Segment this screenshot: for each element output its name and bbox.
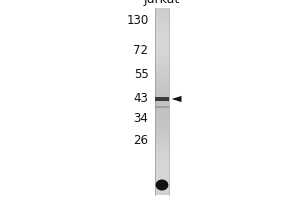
- Text: 34: 34: [134, 112, 148, 126]
- Bar: [154, 73, 169, 77]
- Bar: [154, 133, 169, 136]
- Bar: [154, 67, 169, 70]
- Bar: [154, 120, 169, 123]
- Bar: [154, 123, 169, 126]
- Bar: [154, 20, 169, 24]
- Bar: [154, 179, 169, 183]
- Bar: [154, 101, 169, 105]
- Polygon shape: [172, 96, 182, 102]
- Bar: [154, 148, 169, 151]
- Bar: [154, 95, 169, 98]
- Bar: [154, 33, 169, 36]
- Bar: [154, 70, 169, 73]
- Bar: [154, 167, 169, 170]
- Bar: [154, 55, 169, 58]
- Bar: [154, 86, 169, 89]
- Text: Jurkat: Jurkat: [144, 0, 180, 6]
- Bar: [154, 89, 169, 92]
- Bar: [154, 126, 169, 130]
- Bar: [154, 189, 169, 192]
- Bar: [154, 80, 169, 83]
- Bar: [154, 30, 169, 33]
- Bar: [154, 130, 169, 133]
- Bar: [154, 192, 169, 195]
- Bar: [154, 139, 169, 142]
- Bar: [154, 161, 169, 164]
- Text: 55: 55: [134, 68, 148, 82]
- Bar: [154, 58, 169, 61]
- Bar: [154, 97, 169, 101]
- Bar: [154, 136, 169, 139]
- Bar: [154, 64, 169, 67]
- Bar: [154, 164, 169, 167]
- Bar: [154, 186, 169, 189]
- Bar: [154, 151, 169, 154]
- Bar: [154, 176, 169, 179]
- Bar: [154, 77, 169, 80]
- Bar: [154, 17, 169, 20]
- Bar: [154, 24, 169, 27]
- Bar: [154, 92, 169, 95]
- Bar: [154, 108, 169, 111]
- Bar: [154, 170, 169, 173]
- Bar: [154, 158, 169, 161]
- Bar: [154, 45, 169, 49]
- Bar: [154, 36, 169, 39]
- Bar: [154, 49, 169, 52]
- Bar: [154, 27, 169, 30]
- Text: 130: 130: [126, 14, 148, 26]
- Bar: [154, 145, 169, 148]
- Bar: [154, 114, 169, 117]
- Bar: [154, 106, 169, 108]
- Bar: [154, 42, 169, 45]
- Bar: [154, 154, 169, 158]
- Bar: [154, 111, 169, 114]
- Bar: [154, 142, 169, 145]
- Bar: [154, 183, 169, 186]
- Bar: [154, 173, 169, 176]
- Bar: [154, 39, 169, 42]
- Bar: [154, 117, 169, 120]
- Bar: [154, 52, 169, 55]
- Bar: [154, 83, 169, 86]
- Bar: [154, 14, 169, 17]
- Text: 43: 43: [134, 92, 148, 106]
- Bar: [154, 98, 169, 102]
- Bar: [154, 8, 169, 11]
- Bar: [154, 11, 169, 14]
- Text: 72: 72: [134, 45, 148, 58]
- Bar: [154, 105, 169, 108]
- Bar: [154, 61, 169, 64]
- Text: 26: 26: [134, 134, 148, 148]
- Ellipse shape: [156, 180, 168, 190]
